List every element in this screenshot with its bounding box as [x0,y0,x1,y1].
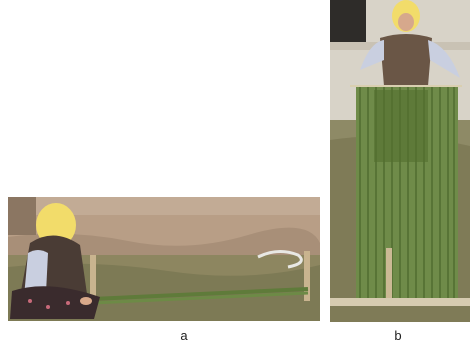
warping-ground-photo [8,197,320,321]
warp-holding-photo [330,0,470,322]
photo-panel-b [330,0,470,322]
photo-panel-a [8,197,320,321]
caption-a: a [180,328,188,343]
caption-b: b [394,328,402,343]
